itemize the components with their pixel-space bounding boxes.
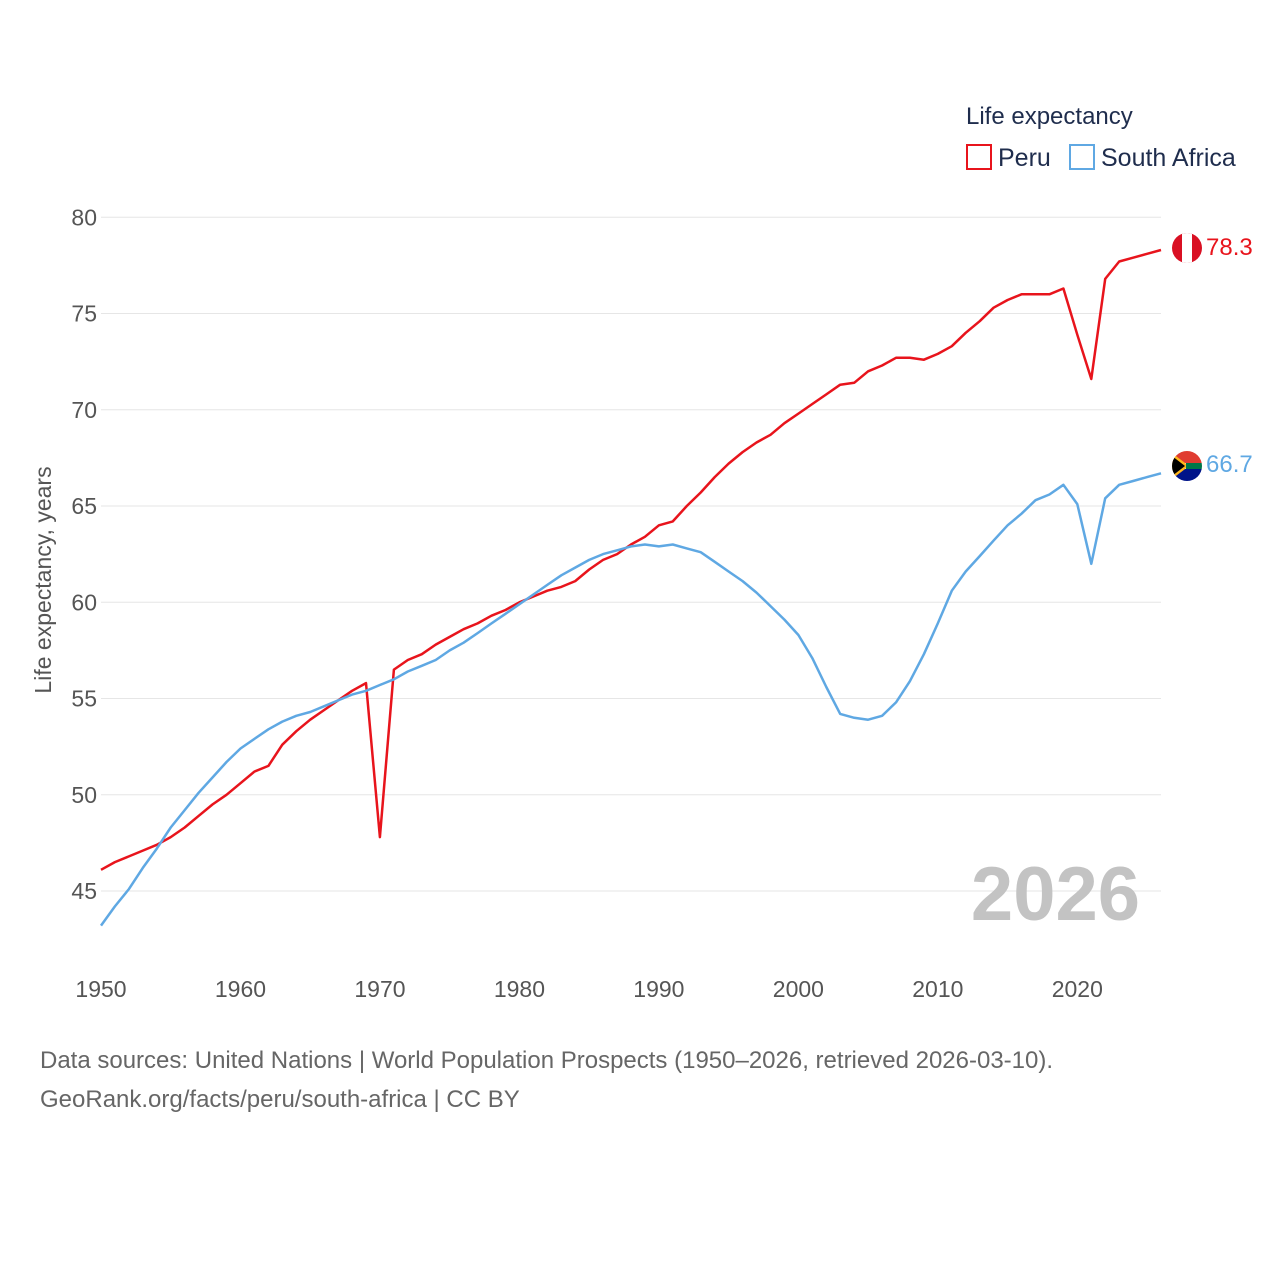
x-axis-ticks: 1950 1960 1970 1980 1990 2000 2010 2020 [75, 976, 1102, 1002]
x-tick-label: 2010 [912, 976, 963, 1002]
legend-swatch-peru [966, 144, 992, 170]
series-line-peru[interactable] [100, 248, 1162, 871]
x-tick-label: 1950 [75, 976, 126, 1002]
x-tick-label: 1970 [354, 976, 405, 1002]
legend-swatch-south-africa [1069, 144, 1095, 170]
y-tick-label: 45 [71, 878, 97, 904]
legend-label-peru: Peru [998, 144, 1051, 172]
peru-end-value: 78.3 [1206, 234, 1253, 261]
y-tick-label: 65 [71, 493, 97, 519]
y-tick-label: 70 [71, 397, 97, 423]
legend: Life expectancy Peru South Africa [966, 103, 1236, 172]
y-tick-label: 60 [71, 589, 97, 615]
legend-label-south-africa: South Africa [1101, 144, 1236, 172]
year-watermark: 2026 [971, 852, 1140, 937]
legend-title: Life expectancy [966, 103, 1133, 130]
peru-flag-icon [1172, 233, 1202, 263]
series-lines [99, 248, 1162, 927]
x-tick-label: 1960 [215, 976, 266, 1002]
y-tick-label: 55 [71, 686, 97, 712]
y-axis-label: Life expectancy, years [30, 466, 56, 693]
series-line-south-africa[interactable] [99, 472, 1162, 927]
y-tick-label: 75 [71, 301, 97, 327]
y-tick-label: 50 [71, 782, 97, 808]
gridlines [101, 216, 1161, 892]
x-tick-label: 1980 [494, 976, 545, 1002]
x-tick-label: 2000 [773, 976, 824, 1002]
south-africa-end-value: 66.7 [1206, 451, 1253, 478]
y-tick-label: 80 [71, 204, 97, 230]
south-africa-flag-icon [1172, 451, 1202, 481]
source-line-2[interactable]: GeoRank.org/facts/peru/south-africa | CC… [40, 1086, 520, 1113]
x-tick-label: 2020 [1052, 976, 1103, 1002]
source-line-1: Data sources: United Nations | World Pop… [40, 1047, 1054, 1074]
legend-item-south-africa[interactable]: South Africa [1069, 144, 1236, 172]
y-axis-ticks: 45 50 55 60 65 70 75 80 [71, 204, 97, 904]
x-tick-label: 1990 [633, 976, 684, 1002]
legend-item-peru[interactable]: Peru [966, 144, 1051, 172]
